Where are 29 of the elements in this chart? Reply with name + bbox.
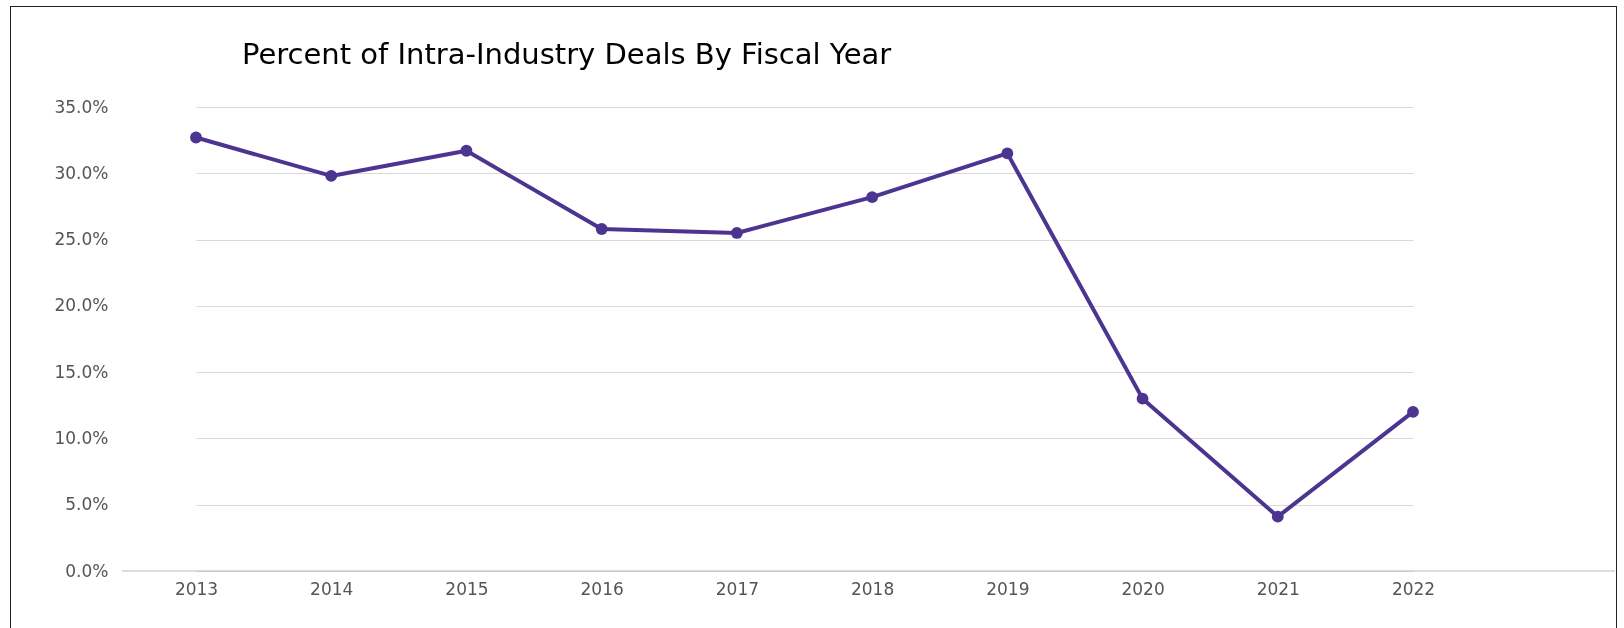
x-tick-label: 2014 [310, 578, 354, 599]
x-tick-label: 2021 [1256, 578, 1300, 599]
y-tick-label: 35.0% [54, 96, 109, 117]
point [325, 170, 338, 182]
point [1001, 147, 1014, 160]
y-tick-label: 20.0% [54, 295, 109, 316]
y-tick-label: 30.0% [54, 162, 109, 183]
x-tick-label: 2016 [580, 578, 624, 599]
y-tick-label: 15.0% [54, 361, 109, 382]
point [1407, 406, 1419, 418]
x-tick-label: 2019 [986, 578, 1030, 599]
y-tick-label: 10.0% [54, 427, 109, 448]
x-tick-label: 2020 [1121, 578, 1165, 599]
point [730, 227, 743, 239]
x-tick-label: 2018 [850, 578, 895, 599]
x-tick-label: 2013 [174, 578, 219, 599]
x-tick-label: 2017 [715, 578, 760, 599]
y-tick-label: 5.0% [65, 494, 109, 515]
point [190, 131, 202, 144]
x-tick-label: 2022 [1391, 578, 1436, 599]
chart-title: Percent of Intra-Industry Deals By Fiscal Year [242, 37, 892, 71]
point [595, 223, 608, 235]
point [1271, 510, 1284, 523]
x-tick-label: 2015 [445, 578, 489, 599]
y-tick-label: 25.0% [54, 229, 109, 250]
point [1136, 392, 1149, 405]
y-tick-label: 0.0% [65, 560, 109, 581]
point [866, 191, 879, 204]
point [460, 144, 473, 157]
